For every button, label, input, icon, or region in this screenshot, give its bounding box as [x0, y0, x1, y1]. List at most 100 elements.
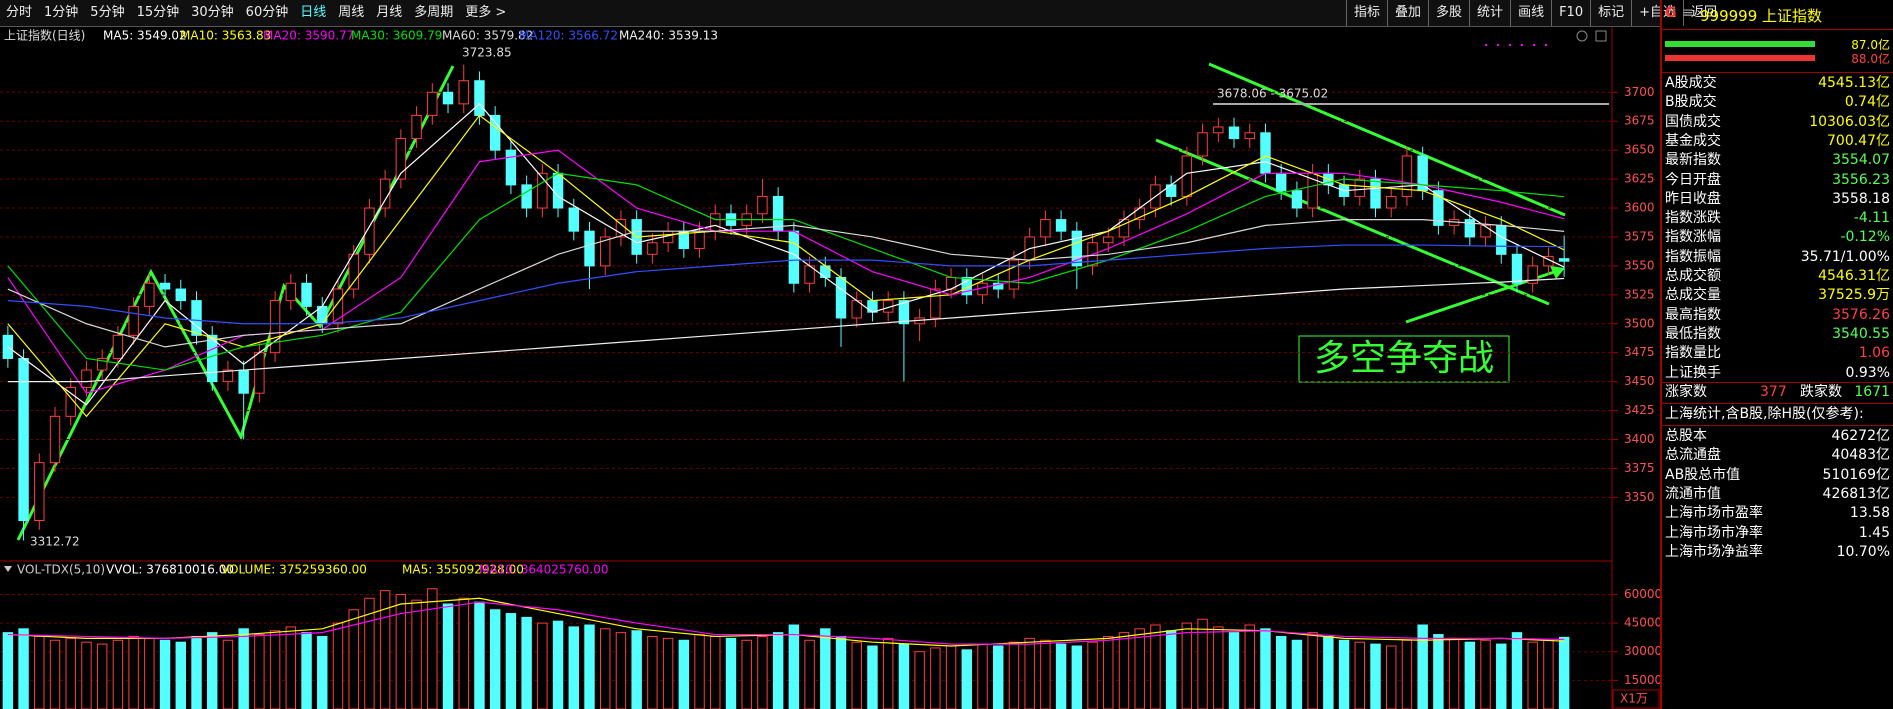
volume-bar	[395, 593, 407, 709]
row-value: 35.71/1.00%	[1800, 248, 1890, 265]
volume-bar	[1511, 632, 1523, 709]
candle-body	[285, 282, 297, 302]
note: 上海统计,含B股,除H股(仅参考):	[1665, 406, 1864, 422]
candle-body	[1213, 126, 1224, 134]
period-button[interactable]: 5分钟	[90, 5, 125, 20]
candle-body	[96, 357, 108, 371]
tool-button[interactable]: 统计	[1469, 0, 1510, 26]
volume-bar	[1040, 639, 1051, 709]
candle-body	[505, 149, 517, 186]
stat-row: 上海市场市净率 1.45	[1665, 524, 1890, 543]
volume-bar	[757, 635, 768, 709]
tool-button[interactable]: F10	[1551, 0, 1590, 26]
collapse-icon[interactable]	[4, 566, 12, 572]
volume-bar	[112, 639, 124, 709]
tool-button[interactable]: 返回	[1683, 0, 1724, 26]
period-button[interactable]: 多周期	[414, 5, 454, 20]
row-value: 1.06	[1858, 345, 1890, 362]
close-icon[interactable]	[1595, 30, 1607, 42]
flow-bar	[1665, 55, 1815, 61]
period-button[interactable]: 30分钟	[191, 5, 234, 20]
quote-row: 最新指数 3554.07	[1665, 151, 1890, 170]
volume-bar	[1496, 643, 1507, 709]
tool-button[interactable]: 画线	[1510, 0, 1551, 26]
tool-button[interactable]: 叠加	[1387, 0, 1428, 26]
period-button[interactable]: 分时	[6, 5, 33, 20]
quote-row: B股成交 0.74亿	[1665, 93, 1890, 112]
y-tick-label: 60000	[1624, 587, 1660, 601]
volume-bar	[489, 609, 501, 709]
volume-bar	[1480, 639, 1491, 709]
period-button[interactable]: 月线	[376, 5, 403, 20]
candle-body	[537, 172, 548, 209]
candle-body	[65, 386, 76, 417]
tool-button[interactable]: 多股	[1428, 0, 1469, 26]
volume-bar	[678, 639, 690, 709]
candle-body	[442, 91, 454, 105]
row-label: B股成交	[1665, 94, 1717, 111]
period-button[interactable]: 周线	[338, 5, 365, 20]
y-tick-label: 3425	[1624, 403, 1655, 417]
candle-body	[458, 80, 469, 105]
quote-row: 总成交量 37525.9万	[1665, 286, 1890, 305]
row-value: 3576.26	[1832, 306, 1890, 323]
flow-bar	[1665, 41, 1815, 47]
unit-label: X1万	[1620, 692, 1648, 706]
volume-bar	[1103, 635, 1114, 709]
volume-bar	[710, 635, 721, 709]
down-count: 1671	[1854, 384, 1890, 400]
legend-entry: MA10: 3563.83	[180, 29, 271, 43]
annotation: 3678.06 - 3675.02	[1217, 87, 1328, 101]
flow-label: 88.0亿	[1851, 52, 1890, 66]
candle-body	[1228, 126, 1240, 140]
menu-icon[interactable]: ≡	[1682, 5, 1694, 21]
row-value: 4545.13亿	[1818, 75, 1890, 91]
volume-bar	[1323, 635, 1334, 709]
y-tick-label: 3650	[1624, 143, 1655, 157]
volume-bar	[584, 624, 595, 709]
period-button[interactable]: 日线	[300, 5, 327, 20]
row-label: A股成交	[1665, 75, 1717, 91]
volume-bar	[2, 632, 14, 709]
stat-row: 上海市场市盈率 13.58	[1665, 504, 1890, 523]
tool-button[interactable]: +自选	[1631, 0, 1683, 26]
volume-bar	[458, 597, 469, 709]
volume-bar	[772, 632, 784, 709]
candle-body	[930, 288, 941, 319]
candle-body	[238, 369, 249, 394]
volume-bar	[1008, 641, 1020, 709]
candle-body	[568, 207, 579, 232]
ma-line	[7, 103, 1565, 406]
volume-legend: VVOL: 376810016.00	[106, 563, 234, 577]
candle-body	[34, 462, 45, 521]
quote-row: 上证换手 0.93%	[1665, 364, 1890, 383]
volume-bar	[882, 637, 894, 709]
period-button[interactable]: 更多 >	[465, 5, 507, 20]
code-badge: G	[1665, 5, 1677, 21]
volume-bar	[474, 601, 485, 709]
volume-bar	[914, 651, 925, 709]
volume-bar	[222, 639, 234, 709]
candle-body	[1071, 230, 1083, 267]
volume-bar	[1228, 632, 1240, 709]
annotation: 3723.85	[462, 46, 512, 60]
candle-body	[301, 282, 312, 307]
row-label: 今日开盘	[1665, 171, 1721, 188]
ma-line	[7, 244, 1565, 325]
candle-body	[710, 213, 721, 232]
tool-button[interactable]: 指标	[1346, 0, 1387, 26]
candle-body	[1511, 253, 1523, 284]
tool-button[interactable]: 标记	[1590, 0, 1631, 26]
candle-body	[521, 184, 532, 209]
volume-bar	[1386, 645, 1397, 709]
settings-icon[interactable]	[1576, 30, 1588, 42]
volume-bar	[332, 622, 344, 709]
candle-body	[81, 369, 92, 388]
breadth-row: 涨家数 377 跌家数 1671	[1665, 383, 1890, 402]
period-button[interactable]: 60分钟	[245, 5, 289, 20]
row-value: 40483亿	[1831, 447, 1890, 464]
stat-row: AB股总市值 510169亿	[1665, 466, 1890, 485]
period-button[interactable]: 1分钟	[44, 5, 79, 20]
period-button[interactable]: 15分钟	[136, 5, 180, 20]
